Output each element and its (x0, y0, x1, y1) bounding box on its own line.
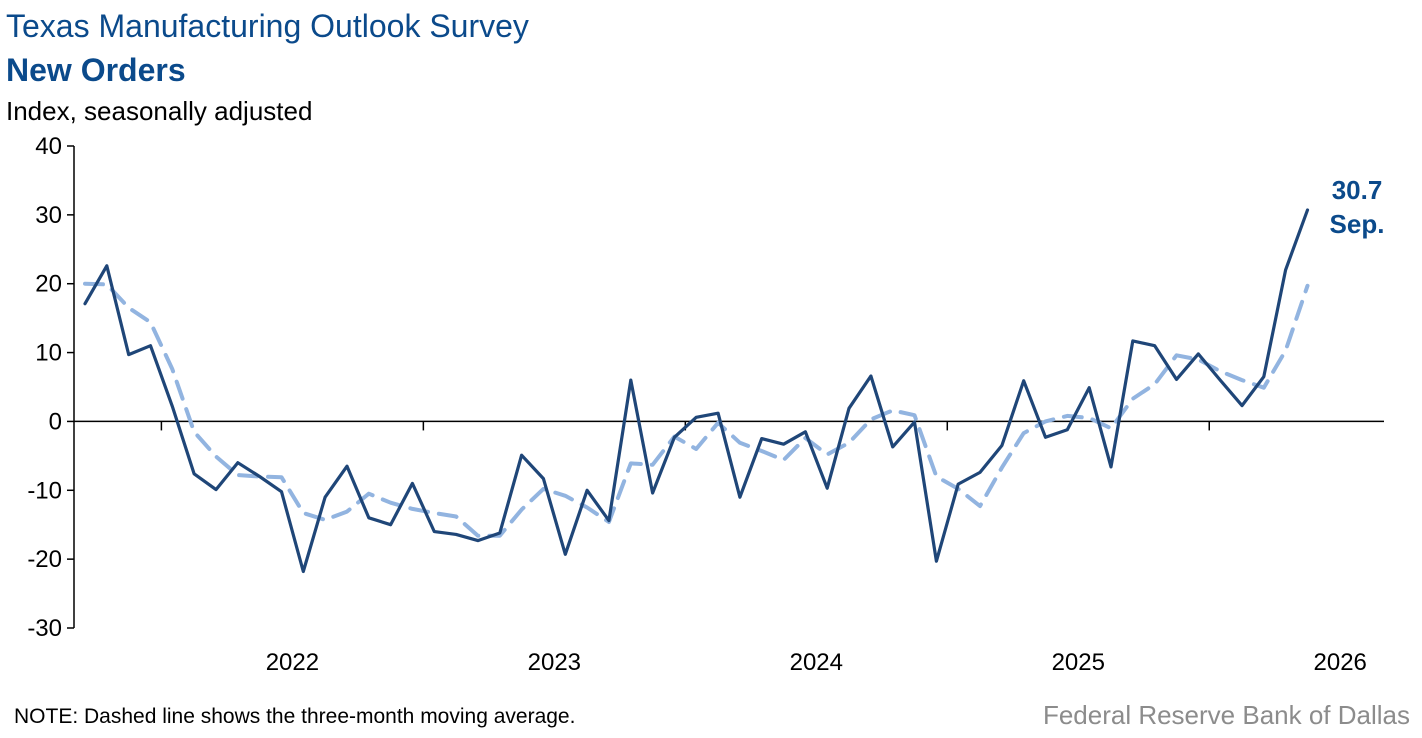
x-tick-label: 2023 (528, 649, 581, 676)
x-tick-labels: 2022 2023 2024 2025 2026 (266, 649, 1367, 676)
y-tick-label: 10 (35, 340, 62, 367)
y-tick-label: -30 (27, 615, 62, 642)
footnote: NOTE: Dashed line shows the three-month … (14, 705, 576, 728)
y-tick-label: -10 (27, 477, 62, 504)
x-tick-label: 2025 (1052, 649, 1105, 676)
y-tick-label: -20 (27, 546, 62, 573)
y-tick-label: 40 (35, 133, 62, 160)
x-tick-label: 2024 (790, 649, 843, 676)
chart-subtitle: New Orders (6, 52, 186, 88)
chart-title: Texas Manufacturing Outlook Survey (6, 8, 529, 44)
y-tick-labels: 40 30 20 10 0 -10 -20 -30 (27, 133, 62, 642)
y-tick-label: 0 (49, 408, 62, 435)
moving-average-line (83, 281, 1310, 538)
axes (67, 145, 1384, 629)
callout-value: 30.7 (1332, 175, 1383, 205)
new-orders-index-line (83, 208, 1310, 574)
x-tick-label: 2022 (266, 649, 319, 676)
y-tick-label: 30 (35, 202, 62, 229)
x-tick-label: 2026 (1314, 649, 1367, 676)
series-layer (83, 208, 1310, 574)
units-label: Index, seasonally adjusted (6, 96, 313, 126)
y-tick-label: 20 (35, 271, 62, 298)
latest-value-callout: 30.7 Sep. (1330, 175, 1385, 239)
callout-month: Sep. (1330, 209, 1385, 239)
source-credit: Federal Reserve Bank of Dallas (1042, 700, 1410, 730)
